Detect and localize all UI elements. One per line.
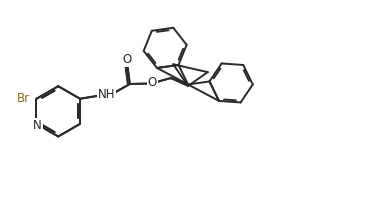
Text: O: O [122, 53, 131, 66]
Text: N: N [33, 119, 42, 132]
Text: O: O [122, 53, 131, 66]
Text: N: N [33, 119, 42, 132]
Text: NH: NH [98, 88, 115, 101]
Text: Br: Br [17, 92, 30, 105]
Text: O: O [147, 76, 157, 89]
Text: Br: Br [17, 92, 30, 105]
Text: O: O [147, 76, 157, 89]
Text: NH: NH [98, 88, 115, 101]
